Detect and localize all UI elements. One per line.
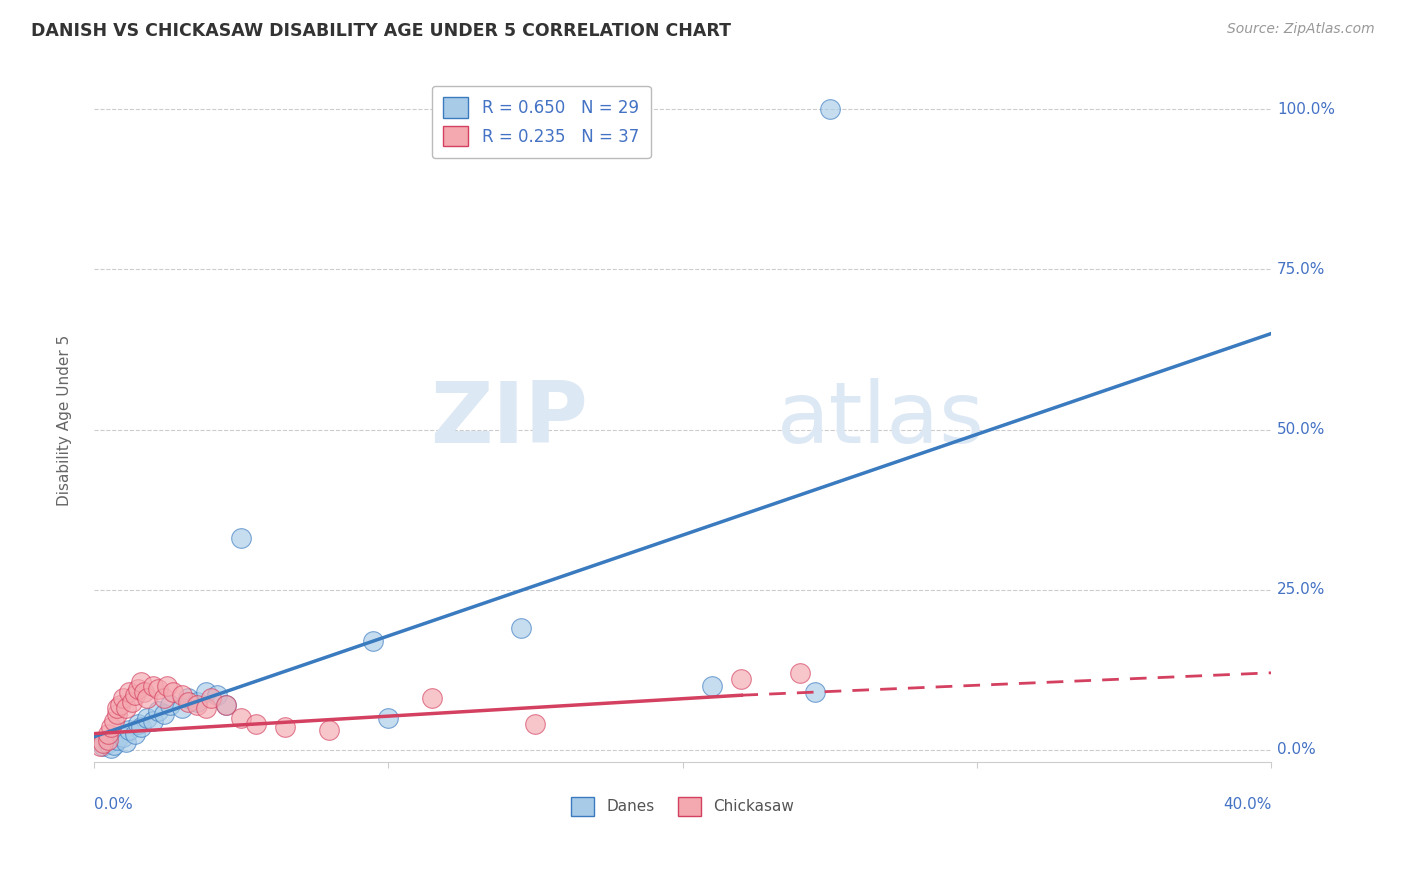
Point: [177, 691, 200, 706]
Point: [129, 720, 152, 734]
Point: [105, 707, 128, 722]
Point: [118, 685, 141, 699]
Point: [274, 720, 297, 734]
Point: [177, 695, 200, 709]
Point: [162, 685, 184, 699]
Point: [200, 691, 222, 706]
Point: [112, 730, 135, 744]
Point: [89, 739, 111, 754]
Point: [229, 711, 252, 725]
Point: [153, 691, 176, 706]
Point: [804, 685, 827, 699]
Point: [103, 738, 125, 752]
Point: [127, 717, 149, 731]
Point: [186, 698, 208, 712]
Point: [97, 736, 120, 750]
Point: [135, 711, 157, 725]
Point: [194, 685, 217, 699]
Point: [363, 633, 385, 648]
Point: [700, 679, 723, 693]
Point: [100, 740, 122, 755]
Text: atlas: atlas: [776, 378, 984, 461]
Text: 100.0%: 100.0%: [1277, 102, 1336, 117]
Text: 0.0%: 0.0%: [1277, 742, 1316, 757]
Point: [97, 733, 120, 747]
Point: [121, 695, 143, 709]
Point: [186, 695, 208, 709]
Point: [105, 701, 128, 715]
Point: [148, 704, 170, 718]
Text: 40.0%: 40.0%: [1223, 797, 1271, 812]
Point: [420, 691, 443, 706]
Point: [132, 685, 155, 699]
Point: [124, 688, 146, 702]
Point: [112, 691, 135, 706]
Point: [156, 679, 179, 693]
Y-axis label: Disability Age Under 5: Disability Age Under 5: [58, 334, 72, 506]
Point: [124, 726, 146, 740]
Point: [127, 681, 149, 696]
Point: [91, 739, 114, 754]
Point: [170, 701, 193, 715]
Text: 50.0%: 50.0%: [1277, 422, 1326, 437]
Point: [135, 691, 157, 706]
Point: [108, 698, 131, 712]
Point: [115, 701, 138, 715]
Text: 25.0%: 25.0%: [1277, 582, 1326, 597]
Point: [215, 698, 238, 712]
Point: [229, 532, 252, 546]
Point: [148, 681, 170, 696]
Point: [818, 103, 841, 117]
Point: [142, 714, 165, 728]
Point: [105, 733, 128, 747]
Point: [245, 717, 267, 731]
Point: [215, 698, 238, 712]
Point: [91, 736, 114, 750]
Point: [97, 726, 120, 740]
Text: ZIP: ZIP: [430, 378, 588, 461]
Point: [153, 707, 176, 722]
Point: [129, 675, 152, 690]
Text: 0.0%: 0.0%: [94, 797, 132, 812]
Point: [118, 723, 141, 738]
Text: 75.0%: 75.0%: [1277, 262, 1326, 277]
Point: [524, 717, 547, 731]
Point: [103, 714, 125, 728]
Point: [789, 665, 811, 680]
Point: [730, 672, 752, 686]
Point: [170, 688, 193, 702]
Point: [194, 701, 217, 715]
Text: DANISH VS CHICKASAW DISABILITY AGE UNDER 5 CORRELATION CHART: DANISH VS CHICKASAW DISABILITY AGE UNDER…: [31, 22, 731, 40]
Point: [142, 679, 165, 693]
Point: [159, 698, 181, 712]
Legend: Danes, Chickasaw: Danes, Chickasaw: [564, 789, 801, 823]
Text: Source: ZipAtlas.com: Source: ZipAtlas.com: [1227, 22, 1375, 37]
Point: [100, 720, 122, 734]
Point: [377, 711, 399, 725]
Point: [115, 735, 138, 749]
Point: [509, 621, 531, 635]
Point: [207, 688, 229, 702]
Point: [318, 723, 340, 738]
